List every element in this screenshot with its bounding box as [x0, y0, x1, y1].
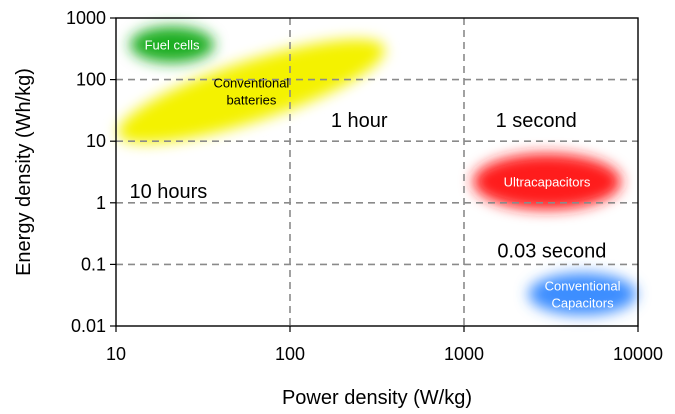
- x-tick-label-3: 10000: [613, 344, 663, 364]
- annotation-10-hours: 10 hours: [129, 181, 207, 203]
- region-fuel-cells: [130, 26, 215, 63]
- region-ultracapacitors: [473, 153, 622, 210]
- region-label-1-0: Conventional: [213, 76, 289, 91]
- annotation-1-second: 1 second: [496, 110, 577, 132]
- y-tick-label-0: 0.01: [71, 316, 106, 336]
- x-tick-label-0: 10: [106, 344, 126, 364]
- y-tick-label-2: 1: [96, 193, 106, 213]
- region-label-1-1: batteries: [226, 93, 276, 108]
- annotation-1-hour: 1 hour: [331, 110, 388, 132]
- plot-frame: [115, 17, 639, 327]
- labels-layer: Fuel cells Conventional batteries Ultracapa…: [129, 38, 620, 311]
- x-tick-label-2: 1000: [444, 344, 484, 364]
- region-conventional-batteries: [117, 39, 385, 143]
- region-label-0-0: Fuel cells: [145, 38, 200, 53]
- y-axis-title: Energy density (Wh/kg): [13, 68, 35, 276]
- ticks-layer: 10 100 1000 10000 0.01 0.1 1 10 100 1000: [66, 8, 663, 364]
- grid-layer: [116, 18, 638, 326]
- region-conventional-capacitors: [528, 273, 637, 316]
- regions-layer: [117, 26, 637, 316]
- y-tick-label-4: 100: [76, 70, 106, 90]
- region-label-2-0: Ultracapacitors: [504, 175, 591, 190]
- region-label-3-0: Conventional: [545, 279, 621, 294]
- y-tick-label-5: 1000: [66, 8, 106, 28]
- region-label-3-1: Capacitors: [551, 296, 614, 311]
- y-tick-label-1: 0.1: [81, 254, 106, 274]
- x-axis-title: Power density (W/kg): [282, 387, 472, 409]
- y-tick-label-3: 10: [86, 131, 106, 151]
- annotation-0-03-second: 0.03 second: [497, 240, 606, 262]
- x-tick-label-1: 100: [275, 344, 305, 364]
